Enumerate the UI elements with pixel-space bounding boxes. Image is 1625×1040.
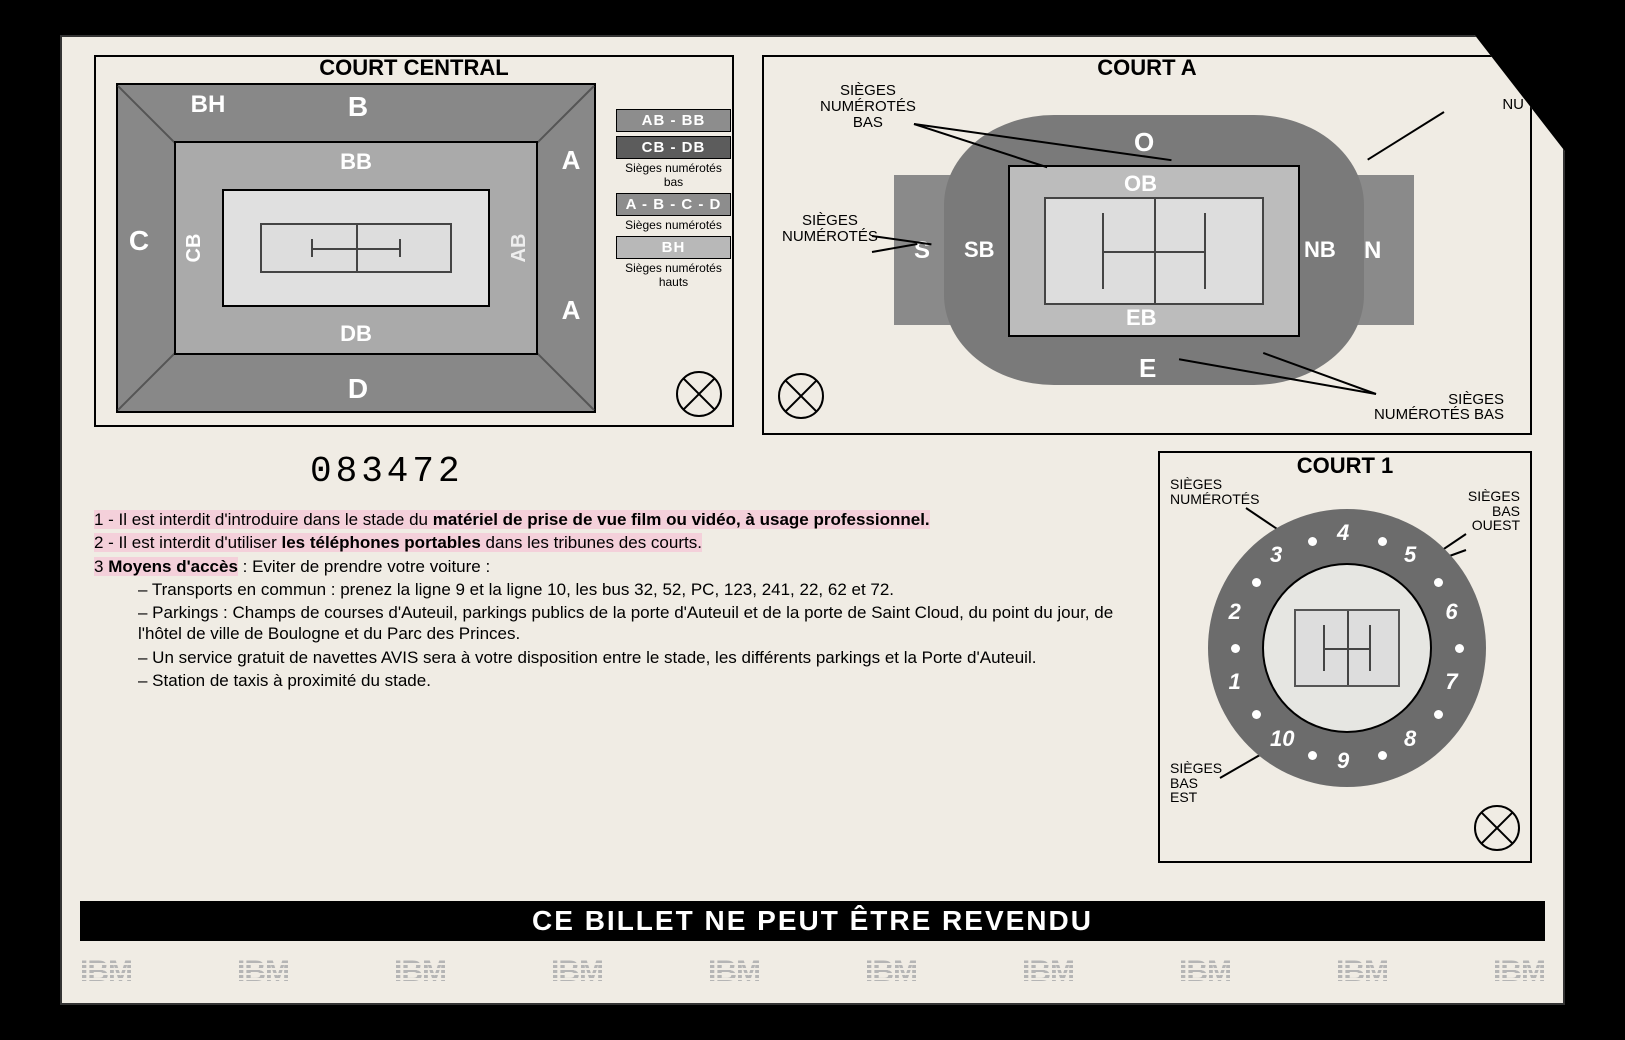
rule-3-pre: 3: [94, 557, 108, 576]
section-cb: CB: [183, 234, 206, 263]
section-n: N: [1364, 237, 1381, 265]
ibm-logo: IBM: [1022, 955, 1074, 989]
ibm-logo: IBM: [80, 955, 132, 989]
sector-number: 7: [1445, 669, 1457, 695]
rule-1-pre: 1 - Il est interdit d'introduire dans le…: [94, 510, 433, 529]
ibm-logo: IBM: [551, 955, 603, 989]
section-nb: NB: [1304, 237, 1336, 263]
sector-number: 3: [1270, 542, 1282, 568]
section-d: D: [318, 373, 398, 405]
court-central-inner2: [222, 189, 490, 307]
court-central-title: COURT CENTRAL: [96, 55, 732, 81]
section-ab: AB: [508, 234, 531, 263]
sector-number: 4: [1337, 520, 1349, 546]
label-sieges-num: SIÈGESNUMÉROTÉS: [1170, 477, 1259, 506]
label-sieges-num: SIÈGESNUMÉROTÉS: [782, 213, 878, 245]
ibm-logo: IBM: [237, 955, 289, 989]
rule-bullet: – Un service gratuit de navettes AVIS se…: [94, 647, 1134, 668]
sector-dot: [1434, 710, 1443, 719]
sector-dot: [1308, 537, 1317, 546]
rule-3-post: : Eviter de prendre votre voiture :: [238, 557, 490, 576]
rule-bullet: – Station de taxis à proximité du stade.: [94, 670, 1134, 691]
court-1-ring: 1 2 3 4 5 6 7 8 9 10: [1208, 509, 1486, 787]
legend-box: CB - DB: [616, 136, 731, 159]
rules-block: 1 - Il est interdit d'introduire dans le…: [94, 507, 1134, 693]
rule-bullet: – Transports en commun : prenez la ligne…: [94, 579, 1134, 600]
compass-icon: [676, 371, 722, 417]
rule-2-bold: les téléphones portables: [281, 533, 480, 552]
sector-number: 9: [1337, 748, 1349, 774]
sector-dot: [1252, 578, 1261, 587]
legend-box: BH: [616, 236, 731, 259]
ibm-logo: IBM: [1493, 955, 1545, 989]
sponsor-row: IBM IBM IBM IBM IBM IBM IBM IBM IBM IBM: [80, 955, 1545, 989]
ibm-logo: IBM: [708, 955, 760, 989]
court-central-legend: AB - BB CB - DBSièges numérotés bas A - B …: [616, 105, 731, 289]
section-bh: BH: [148, 91, 268, 119]
court-a-title: COURT A: [764, 55, 1530, 81]
section-bb: BB: [176, 149, 536, 175]
court-central-outer: BH B A A C D BB DB CB AB: [116, 83, 596, 413]
sector-number: 6: [1445, 599, 1457, 625]
label-sieges-num-bas-2: SIÈGESNUMÉROTÉS BAS: [1374, 392, 1504, 424]
rule-3-bold: Moyens d'accès: [108, 557, 238, 576]
footer-banner: CE BILLET NE PEUT ÊTRE REVENDU: [80, 901, 1545, 941]
sector-dot: [1252, 710, 1261, 719]
sector-dot: [1231, 644, 1240, 653]
ibm-logo: IBM: [1179, 955, 1231, 989]
sector-number: 5: [1404, 542, 1416, 568]
rule-2-post: dans les tribunes des courts.: [481, 533, 702, 552]
legend-box: A - B - C - D: [616, 193, 731, 216]
section-db: DB: [176, 321, 536, 347]
serial-number: 083472: [310, 451, 464, 492]
sector-dot: [1455, 644, 1464, 653]
section-a-top: A: [556, 145, 586, 176]
court-central-inner1: BB DB CB AB: [174, 141, 538, 355]
section-b: B: [318, 91, 398, 123]
label-sieges-bas-ouest: SIÈGESBASOUEST: [1468, 489, 1520, 533]
sector-dot: [1378, 537, 1387, 546]
tennis-court-icon: [1294, 609, 1400, 687]
ibm-logo: IBM: [865, 955, 917, 989]
court-1-diagram: COURT 1 SIÈGESNUMÉROTÉS SIÈGESBASOUEST S…: [1158, 451, 1532, 863]
sector-dot: [1308, 751, 1317, 760]
sector-number: 8: [1404, 726, 1416, 752]
court-1-inner: [1262, 563, 1432, 733]
leader-line: [1367, 111, 1444, 160]
ibm-logo: IBM: [394, 955, 446, 989]
compass-icon: [1474, 805, 1520, 851]
label-sieges-bas-est: SIÈGESBASEST: [1170, 761, 1222, 805]
legend-caption: Sièges numérotés hauts: [616, 261, 731, 289]
legend-caption: Sièges numérotés: [616, 218, 731, 232]
tennis-court-icon: [260, 223, 452, 273]
label-nu-cut: NU: [1502, 97, 1524, 113]
section-eb: EB: [1126, 305, 1157, 331]
rule-2-pre: 2 - Il est interdit d'utiliser: [94, 533, 281, 552]
court-central-diagram: COURT CENTRAL BH B A A C D BB DB CB AB: [94, 55, 734, 427]
section-c: C: [124, 225, 154, 257]
sector-number: 1: [1229, 669, 1241, 695]
ticket: COURT CENTRAL BH B A A C D BB DB CB AB: [60, 35, 1565, 1005]
sector-number: 10: [1270, 726, 1294, 752]
court-a-diagram: COURT A SIÈGESNUMÉROTÉSBAS NU SIÈGESNUMÉ…: [762, 55, 1532, 435]
section-e: E: [1139, 353, 1156, 384]
compass-icon: [778, 373, 824, 419]
section-a-bot: A: [556, 295, 586, 326]
legend-box: AB - BB: [616, 109, 731, 132]
ibm-logo: IBM: [1336, 955, 1388, 989]
sector-dot: [1434, 578, 1443, 587]
tennis-court-icon: [1044, 197, 1264, 305]
sector-dot: [1378, 751, 1387, 760]
section-ob: OB: [1124, 171, 1157, 197]
rule-1-bold: matériel de prise de vue film ou vidéo, …: [433, 510, 930, 529]
rule-bullet: – Parkings : Champs de courses d'Auteuil…: [94, 602, 1134, 645]
label-sieges-num-bas: SIÈGESNUMÉROTÉSBAS: [820, 83, 916, 130]
section-sb: SB: [964, 237, 995, 263]
legend-caption: Sièges numérotés bas: [616, 161, 731, 189]
sector-number: 2: [1229, 599, 1241, 625]
